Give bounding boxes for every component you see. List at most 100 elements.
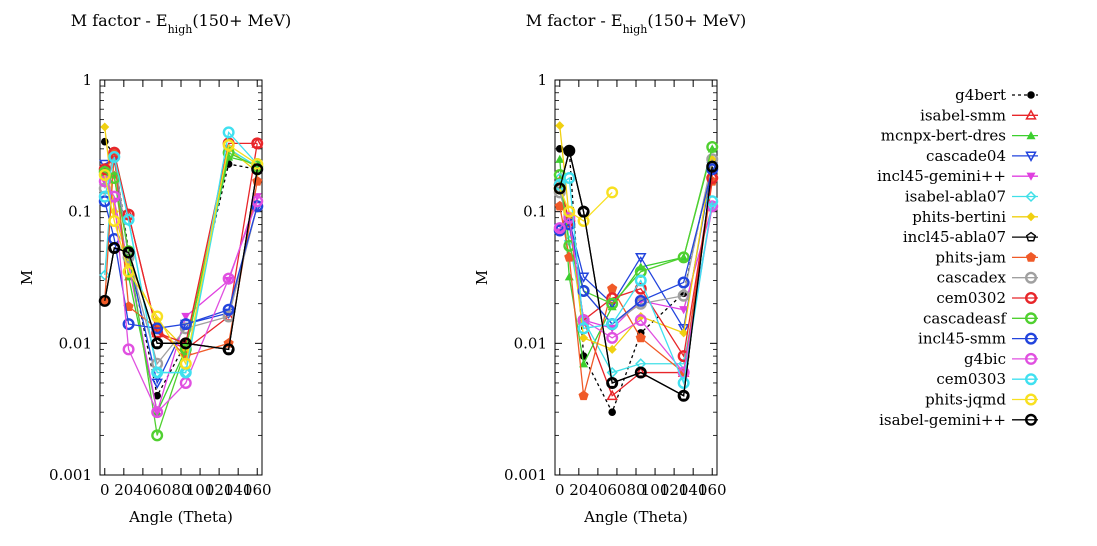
data-point-phits-bertini — [607, 344, 617, 354]
data-point-incl45-smm — [677, 276, 690, 289]
legend-label: g4bic — [964, 350, 1006, 368]
data-point-cem0303 — [606, 318, 619, 331]
data-point-isabel-gemini++ — [122, 246, 135, 259]
data-point-phits-jam — [607, 283, 618, 294]
legend-label: cascade04 — [926, 147, 1006, 165]
x-tick-label: 0 — [100, 481, 110, 499]
legend-entry-cem0302: cem0302 — [936, 289, 1038, 307]
series-isabel-gemini++ — [553, 144, 719, 402]
legend-label: isabel-smm — [920, 106, 1006, 124]
data-point-mcnpx-bert-dres — [555, 154, 565, 163]
legend-entry-phits-jam: phits-jam — [935, 248, 1038, 266]
legend-label: incl45-smm — [918, 330, 1006, 348]
legend-label: g4bert — [955, 86, 1006, 104]
legend-label: cascadex — [937, 269, 1007, 287]
series-line-cascadeasf — [559, 146, 713, 305]
data-point-isabel-gemini++ — [563, 144, 576, 157]
data-point-phits-bertini — [555, 121, 565, 131]
data-point-phits-jqmd — [222, 139, 235, 152]
data-point-isabel-gemini++ — [98, 294, 111, 307]
data-point-cascade04 — [151, 378, 163, 390]
data-point-isabel-gemini++ — [677, 389, 690, 402]
data-point-phits-jam — [578, 390, 589, 401]
data-point-cascade04 — [634, 252, 647, 264]
x-tick-label: 40 — [588, 481, 607, 499]
y-tick-label: 0.001 — [49, 466, 92, 484]
series-phits-jqmd — [98, 139, 264, 370]
x-tick-label: 140 — [679, 481, 708, 499]
x-tick-label: 120 — [205, 481, 234, 499]
data-point-mcnpx-bert-dres — [579, 359, 589, 368]
y-axis-label: M — [473, 270, 491, 285]
left-chart-panel: M factor - Ehigh(150+ MeV)0.0010.010.110… — [18, 11, 291, 526]
data-point-incl45-gemini++ — [224, 276, 234, 286]
x-tick-label: 100 — [186, 481, 215, 499]
series-line-cascadeasf — [104, 151, 258, 436]
right-chart-panel: M factor - Ehigh(150+ MeV)0.0010.010.110… — [473, 11, 746, 526]
data-point-phits-jqmd — [251, 158, 264, 171]
legend-marker — [1026, 172, 1036, 181]
legend-label: cem0303 — [936, 370, 1006, 388]
data-point-cem0303 — [634, 274, 647, 287]
x-axis-label: Angle (Theta) — [583, 508, 688, 526]
data-point-incl45-gemini++ — [181, 312, 191, 321]
data-point-isabel-gemini++ — [108, 241, 121, 254]
series-line-cem0303 — [104, 130, 258, 374]
x-tick-label: 20 — [569, 481, 588, 499]
series-line-isabel-gemini++ — [559, 150, 713, 397]
x-tick-label: 160 — [243, 481, 272, 499]
data-point-cascadex — [677, 289, 690, 302]
data-point-cascade04 — [677, 323, 690, 335]
data-point-cem0303 — [677, 376, 690, 389]
data-point-phits-jqmd — [606, 186, 619, 199]
legend-label: isabel-abla07 — [905, 188, 1006, 206]
data-point-phits-jqmd — [563, 205, 576, 218]
legend-marker — [1024, 292, 1037, 305]
data-point-phits-jqmd — [98, 168, 111, 181]
chart-title-tail: (150+ MeV) — [647, 11, 746, 30]
x-tick-label: 60 — [607, 481, 626, 499]
series-line-phits-jqmd — [104, 144, 258, 366]
legend-entry-isabel-abla07: isabel-abla07 — [905, 188, 1038, 206]
legend-label: phits-jam — [935, 248, 1006, 266]
data-point-phits-jam — [635, 332, 646, 343]
data-point-cem0303 — [108, 151, 121, 164]
y-tick-label: 1 — [537, 71, 547, 89]
legend-label: incl45-gemini++ — [877, 167, 1006, 185]
series-line-incl45-smm — [104, 201, 258, 329]
data-point-g4bic — [122, 343, 135, 356]
data-point-phits-bertini — [579, 333, 589, 343]
data-point-g4bic — [563, 211, 576, 224]
legend-label: isabel-gemini++ — [879, 411, 1006, 429]
legend-entry-phits-bertini: phits-bertini — [912, 208, 1038, 226]
chart-title-subscript: high — [623, 23, 648, 36]
data-point-cascadeasf — [677, 251, 690, 264]
legend-marker — [1024, 312, 1037, 325]
legend-marker — [1025, 109, 1037, 120]
data-point-incl45-smm — [634, 294, 647, 307]
data-point-phits-bertini — [679, 328, 689, 338]
legend-entry-cascadex: cascadex — [937, 269, 1038, 287]
x-tick-label: 140 — [224, 481, 253, 499]
y-tick-label: 0.01 — [514, 334, 547, 352]
legend-entry-isabel-gemini++: isabel-gemini++ — [879, 411, 1038, 429]
x-tick-label: 100 — [641, 481, 670, 499]
x-tick-label: 40 — [133, 481, 152, 499]
legend-label: phits-jqmd — [925, 391, 1006, 409]
data-point-cascade04 — [577, 272, 590, 283]
x-axis-label: Angle (Theta) — [128, 508, 233, 526]
data-point-g4bic — [553, 222, 566, 235]
chart-title-subscript: high — [168, 23, 193, 36]
chart-title-main: M factor - E — [71, 11, 168, 30]
legend-marker — [1024, 393, 1037, 406]
data-point-g4bic — [606, 331, 619, 344]
data-point-cem0303 — [122, 213, 135, 226]
series-isabel-gemini++ — [98, 163, 264, 356]
series-line-phits-jqmd — [559, 188, 613, 222]
legend-entry-g4bic: g4bic — [964, 350, 1038, 368]
legend-label: incl45-abla07 — [903, 228, 1006, 246]
legend-entry-incl45-gemini++: incl45-gemini++ — [877, 167, 1038, 185]
legend-label: cem0302 — [936, 289, 1006, 307]
chart-title-tail: (150+ MeV) — [192, 11, 291, 30]
